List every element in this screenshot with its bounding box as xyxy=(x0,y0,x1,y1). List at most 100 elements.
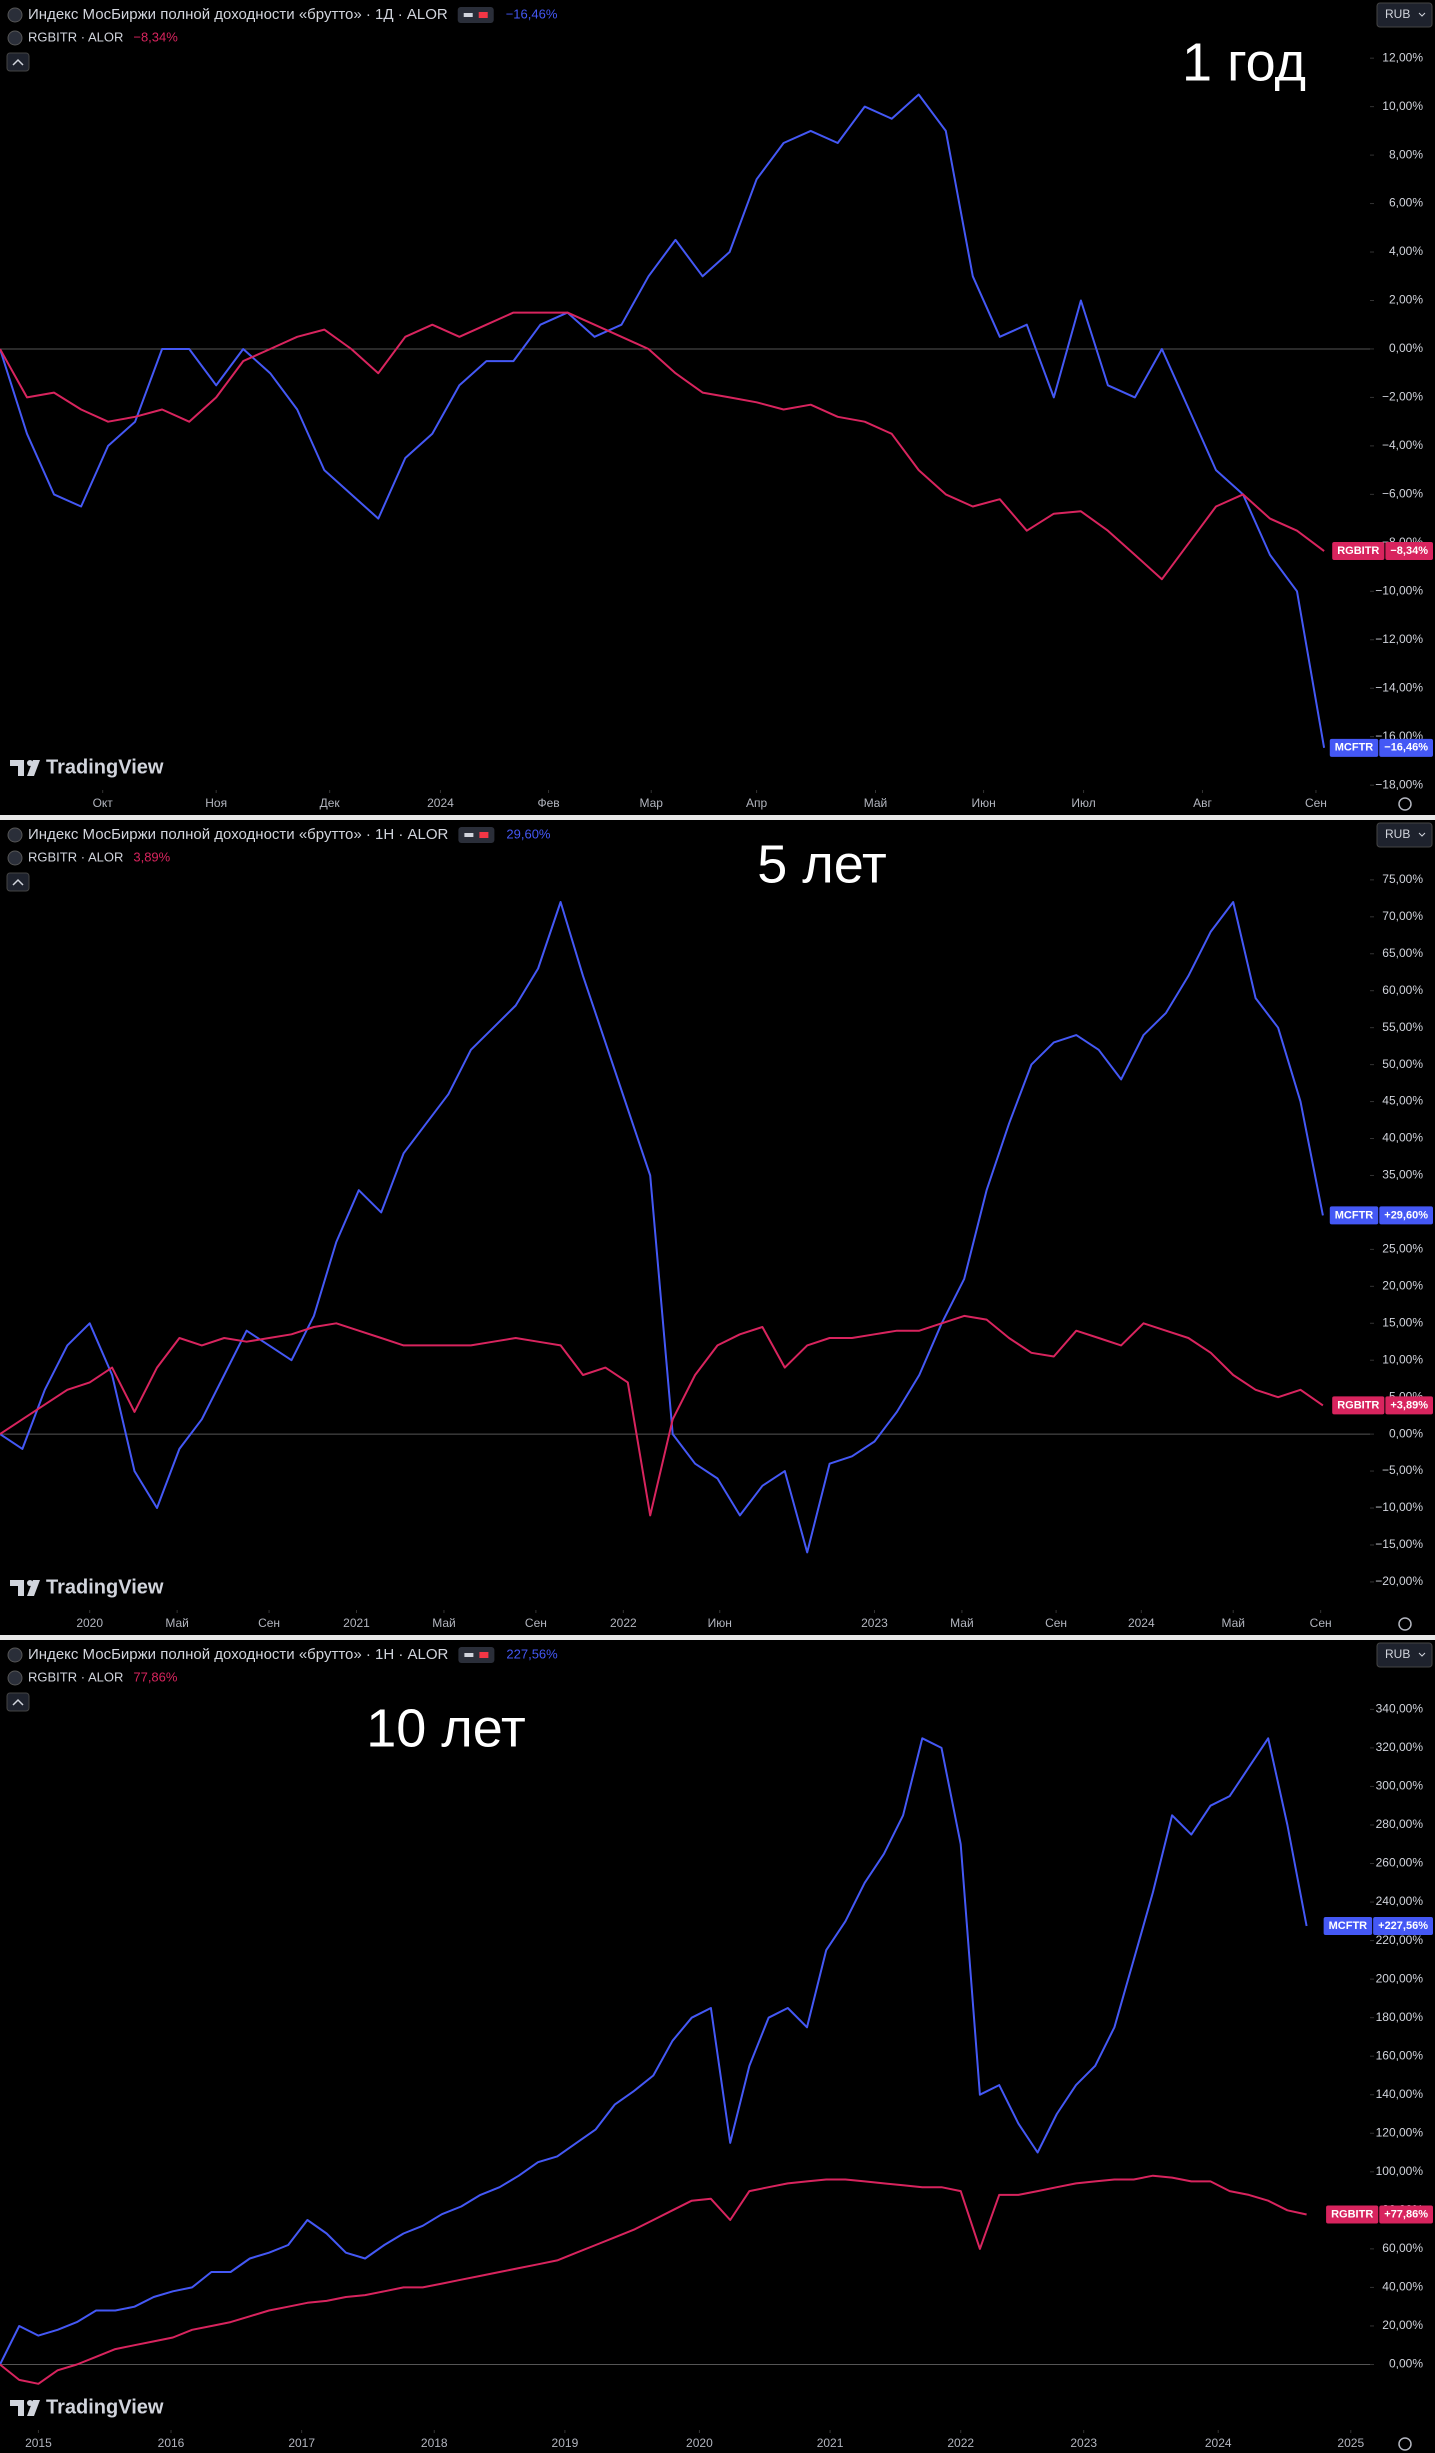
price-tag: MCFTR +227,56% xyxy=(1323,1917,1433,1936)
y-tick-label: 75,00% xyxy=(1382,872,1423,886)
x-tick-label: Мар xyxy=(639,796,663,810)
x-tick-label: Сен xyxy=(1310,1616,1332,1630)
settings-icon[interactable] xyxy=(1398,797,1412,811)
x-tick-label: 2024 xyxy=(1205,2436,1232,2450)
x-tick-label: Май xyxy=(864,796,888,810)
price-tag-name-box xyxy=(1329,738,1379,757)
x-tick-label: 2020 xyxy=(686,2436,713,2450)
price-tag-name-box xyxy=(1332,542,1385,561)
price-tag-value: −16,46% xyxy=(1384,742,1428,754)
y-tick-label: 320,00% xyxy=(1376,1740,1424,1754)
legend-toggle[interactable] xyxy=(457,7,494,23)
legend-settings[interactable] xyxy=(478,12,488,18)
y-tick-label: −5,00% xyxy=(1382,1463,1423,1477)
series-line xyxy=(0,93,1326,748)
x-tick-label: Сен xyxy=(1305,796,1327,810)
x-tick-label: 2023 xyxy=(861,1616,888,1630)
separator xyxy=(0,1635,1435,1640)
currency-caret xyxy=(1418,12,1426,17)
y-tick-label: 60,00% xyxy=(1382,983,1423,997)
x-tick-label: 2022 xyxy=(610,1616,637,1630)
legend-settings[interactable] xyxy=(479,1652,489,1658)
legend-toggle[interactable] xyxy=(458,827,495,843)
x-tick-label: 2017 xyxy=(288,2436,315,2450)
price-tag: RGBITR −8,34% xyxy=(1332,542,1433,561)
y-tick-label: 50,00% xyxy=(1382,1057,1423,1071)
y-tick-label: 280,00% xyxy=(1376,1817,1424,1831)
x-tick-label: 2024 xyxy=(427,796,454,810)
x-tick-label: Ноя xyxy=(205,796,227,810)
x-tick-label: 2023 xyxy=(1070,2436,1097,2450)
price-tag-value-box xyxy=(1379,1206,1433,1225)
legend-value: 3,89% xyxy=(133,849,170,864)
chart-panel: 75,00% 70,00% 65,00% 60,00% 55,00% 50,00% 45,0… xyxy=(0,822,1433,1631)
price-tag-value-box xyxy=(1385,542,1433,561)
y-tick-label: 2,00% xyxy=(1389,293,1423,307)
price-tag: MCFTR +29,60% xyxy=(1329,1206,1433,1225)
legend-toggle[interactable] xyxy=(458,1647,495,1663)
price-tag-value: +227,56% xyxy=(1378,1920,1428,1932)
price-tag-value-box xyxy=(1385,1396,1433,1415)
x-tick-label: Июл xyxy=(1071,796,1095,810)
chart-panel: 340,00% 320,00% 300,00% 280,00% 260,00% 240,0… xyxy=(0,1642,1433,2451)
currency-button[interactable] xyxy=(1376,1642,1433,1668)
y-tick-label: 60,00% xyxy=(1382,2241,1423,2255)
currency-button[interactable] xyxy=(1376,822,1433,848)
legend-title: RGBITR · ALOR xyxy=(28,1669,123,1684)
annotation: 1 год xyxy=(1182,32,1306,92)
y-tick-label: 240,00% xyxy=(1376,1894,1424,1908)
price-tag-value: +3,89% xyxy=(1390,1399,1428,1411)
y-tick-label: 12,00% xyxy=(1382,50,1423,64)
price-tag-name: MCFTR xyxy=(1329,1920,1368,1932)
legend-eye[interactable] xyxy=(464,1653,474,1657)
y-tick-label: −10,00% xyxy=(1375,1500,1423,1514)
legend-eye[interactable] xyxy=(463,13,473,17)
collapse-icon xyxy=(12,1698,24,1706)
x-tick-label: 2018 xyxy=(421,2436,448,2450)
y-tick-label: 6,00% xyxy=(1389,196,1423,210)
y-tick-label: 10,00% xyxy=(1382,1352,1423,1366)
collapse-button[interactable] xyxy=(6,52,30,72)
y-tick-label: 20,00% xyxy=(1382,1278,1423,1292)
collapse-button[interactable] xyxy=(6,1692,30,1712)
price-tag: MCFTR −16,46% xyxy=(1329,738,1433,757)
annotation: 10 лет xyxy=(366,1698,526,1758)
series-line xyxy=(0,311,1325,581)
x-tick-label: Июн xyxy=(971,796,995,810)
y-tick-label: −10,00% xyxy=(1375,583,1423,597)
annotation: 5 лет xyxy=(757,834,887,894)
series-line xyxy=(0,1737,1308,2365)
legend-title: RGBITR · ALOR xyxy=(28,29,123,44)
y-tick-label: 15,00% xyxy=(1382,1315,1423,1329)
y-tick-label: 100,00% xyxy=(1376,2164,1424,2178)
collapse-button[interactable] xyxy=(6,872,30,892)
settings-icon[interactable] xyxy=(1398,2437,1412,2451)
legend-settings[interactable] xyxy=(479,832,489,838)
y-tick-label: 55,00% xyxy=(1382,1020,1423,1034)
y-tick-label: 180,00% xyxy=(1376,2010,1424,2024)
legend-icon xyxy=(7,7,23,23)
watermark: TradingView xyxy=(46,1576,164,1598)
settings-icon[interactable] xyxy=(1398,1617,1412,1631)
y-tick-label: 70,00% xyxy=(1382,909,1423,923)
currency-button[interactable] xyxy=(1376,2,1433,28)
x-tick-label: Фев xyxy=(537,796,559,810)
watermark: TradingView xyxy=(46,756,164,778)
y-tick-label: 20,00% xyxy=(1382,2318,1423,2332)
price-tag-value-box xyxy=(1379,738,1433,757)
x-tick-label: Май xyxy=(1221,1616,1245,1630)
y-tick-label: 160,00% xyxy=(1376,2048,1424,2062)
y-tick-label: −6,00% xyxy=(1382,487,1423,501)
price-tag-name: RGBITR xyxy=(1337,1399,1379,1411)
y-tick-label: 0,00% xyxy=(1389,1426,1423,1440)
x-tick-label: Июн xyxy=(708,1616,732,1630)
price-tag-name-box xyxy=(1326,2205,1379,2224)
collapse-icon xyxy=(12,58,24,66)
y-tick-label: 120,00% xyxy=(1376,2125,1424,2139)
y-tick-label: 40,00% xyxy=(1382,2280,1423,2294)
legend-eye[interactable] xyxy=(464,833,474,837)
legend-value: −16,46% xyxy=(506,6,558,21)
y-tick-label: −14,00% xyxy=(1375,680,1423,694)
